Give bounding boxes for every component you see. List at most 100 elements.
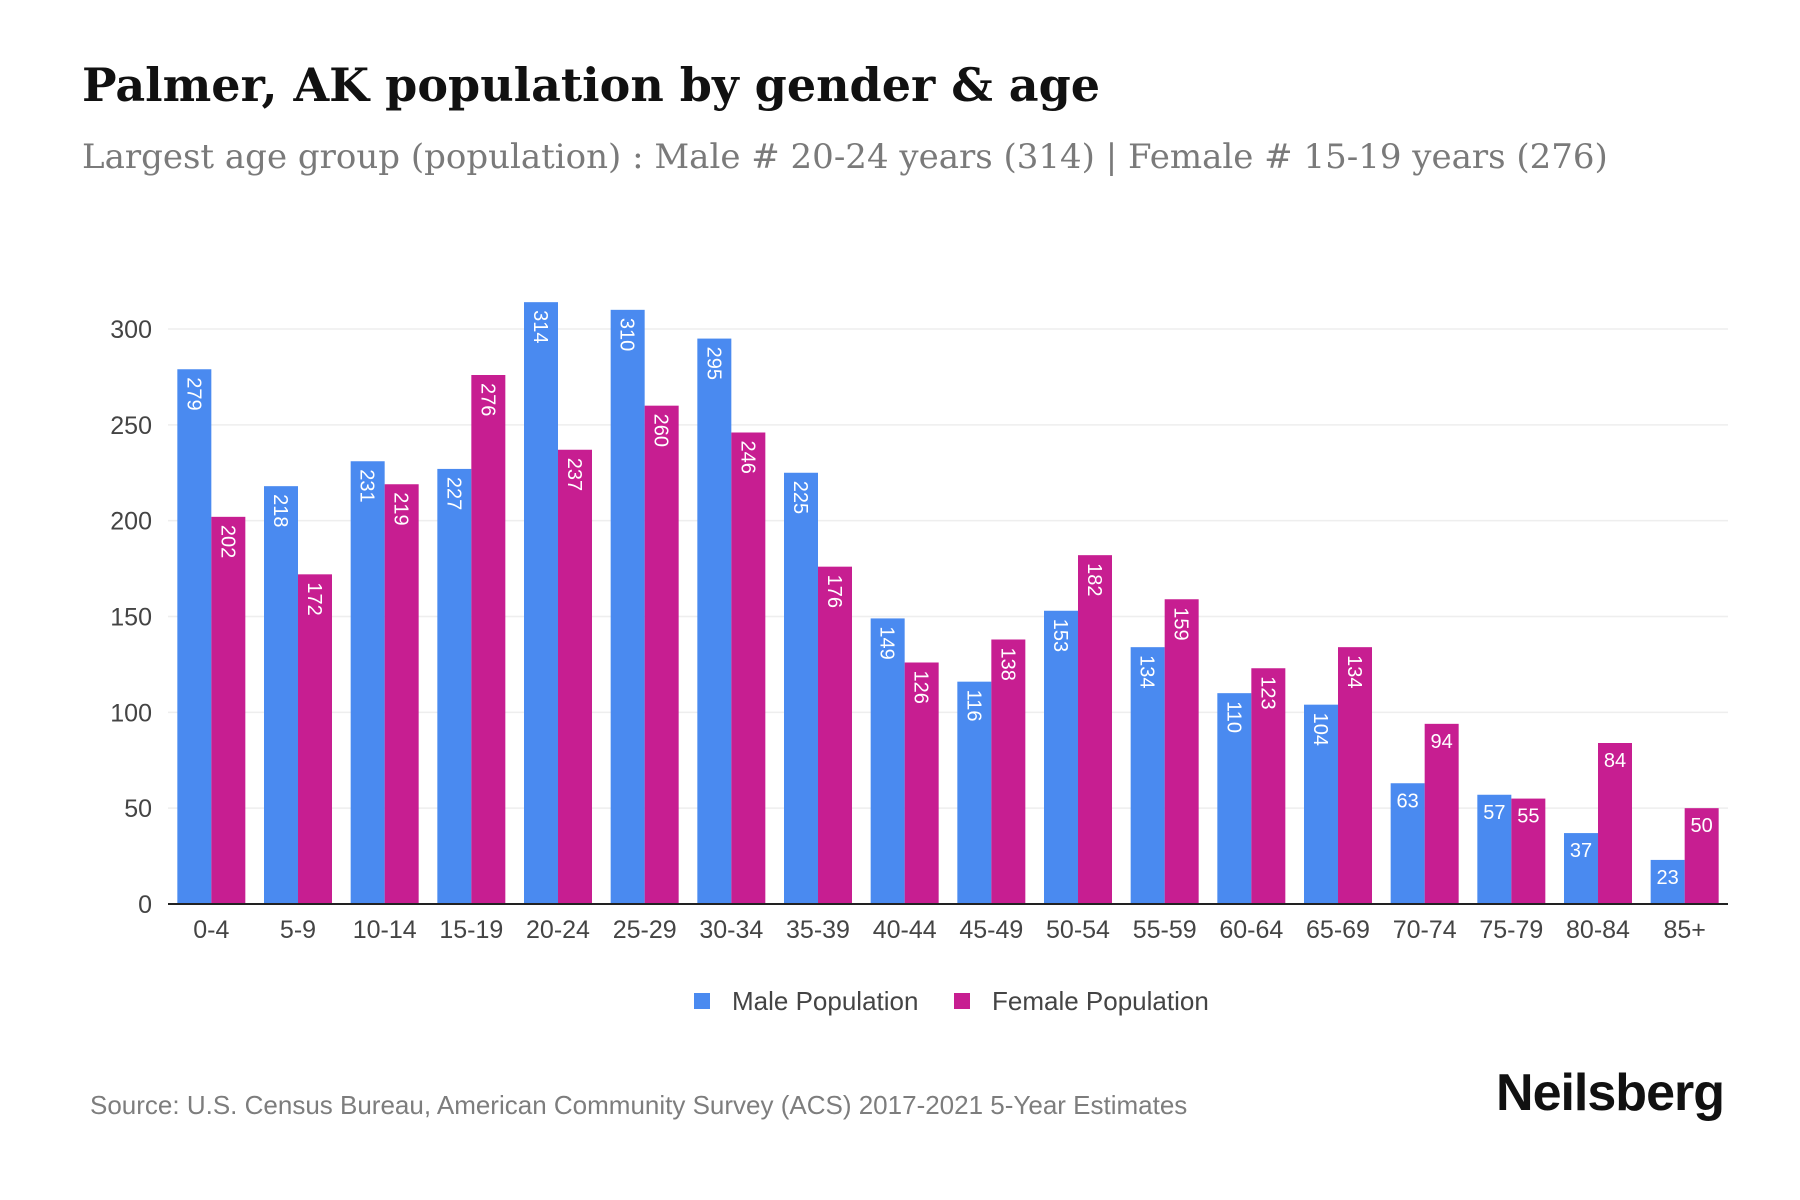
x-tick-label-25-29: 25-29 bbox=[613, 916, 677, 944]
bar-female-60-64 bbox=[1251, 668, 1286, 904]
y-tick-label-50: 50 bbox=[124, 795, 152, 823]
bar-male-15-19 bbox=[437, 468, 472, 904]
value-label-female-35-39: 176 bbox=[823, 575, 845, 608]
legend-label-female: Female Population bbox=[992, 986, 1209, 1016]
value-label-female-0-4: 202 bbox=[216, 525, 238, 558]
y-tick-label-200: 200 bbox=[110, 508, 152, 536]
bar-male-65-69 bbox=[1304, 704, 1338, 904]
y-tick-label-100: 100 bbox=[110, 699, 152, 727]
legend-label-male: Male Population bbox=[732, 986, 918, 1016]
value-label-male-70-74: 63 bbox=[1397, 790, 1419, 812]
chart-subtitle: Largest age group (population) : Male # … bbox=[82, 137, 1608, 177]
bar-male-50-54 bbox=[1044, 610, 1078, 904]
value-label-male-45-49: 116 bbox=[962, 690, 984, 722]
x-tick-label-45-49: 45-49 bbox=[959, 916, 1023, 944]
bar-male-85+ bbox=[1650, 859, 1685, 904]
bar-female-45-49 bbox=[991, 639, 1026, 904]
bar-female-5-9 bbox=[298, 574, 332, 904]
bar-female-70-74 bbox=[1424, 723, 1459, 904]
value-label-female-45-49: 138 bbox=[996, 648, 1018, 681]
value-label-male-60-64: 110 bbox=[1222, 701, 1244, 733]
x-tick-label-0-4: 0-4 bbox=[193, 916, 229, 944]
value-label-female-15-19: 276 bbox=[476, 383, 498, 416]
bar-male-45-49 bbox=[957, 681, 992, 904]
x-tick-label-75-79: 75-79 bbox=[1479, 916, 1543, 944]
y-tick-label-0: 0 bbox=[138, 891, 152, 919]
bar-male-75-79 bbox=[1477, 794, 1512, 904]
value-label-male-65-69: 104 bbox=[1309, 713, 1331, 746]
x-tick-label-35-39: 35-39 bbox=[786, 916, 850, 944]
x-tick-label-20-24: 20-24 bbox=[526, 916, 590, 944]
value-label-female-40-44: 126 bbox=[910, 671, 932, 704]
bar-male-10-14 bbox=[350, 461, 385, 904]
bar-male-70-74 bbox=[1390, 783, 1425, 904]
bar-male-60-64 bbox=[1217, 693, 1252, 904]
bar-male-25-29 bbox=[610, 309, 645, 904]
value-label-male-55-59: 134 bbox=[1136, 655, 1158, 688]
x-tick-label-5-9: 5-9 bbox=[280, 916, 316, 944]
value-label-male-80-84: 37 bbox=[1570, 840, 1592, 862]
x-tick-label-15-19: 15-19 bbox=[439, 916, 503, 944]
bar-female-65-69 bbox=[1338, 647, 1372, 904]
value-label-female-5-9: 172 bbox=[303, 582, 325, 615]
bar-male-35-39 bbox=[784, 472, 818, 904]
value-label-female-80-84: 84 bbox=[1604, 750, 1626, 772]
x-tick-label-10-14: 10-14 bbox=[353, 916, 417, 944]
source-note: Source: U.S. Census Bureau, American Com… bbox=[90, 1090, 1188, 1120]
x-tick-label-50-54: 50-54 bbox=[1046, 916, 1110, 944]
value-label-female-70-74: 94 bbox=[1431, 731, 1453, 753]
value-label-male-25-29: 310 bbox=[616, 318, 638, 351]
bar-female-55-59 bbox=[1164, 599, 1199, 904]
value-label-female-20-24: 237 bbox=[563, 458, 585, 491]
y-tick-label-150: 150 bbox=[110, 604, 152, 632]
x-tick-label-40-44: 40-44 bbox=[873, 916, 937, 944]
value-label-female-25-29: 260 bbox=[650, 414, 672, 447]
bar-female-85+ bbox=[1684, 808, 1719, 904]
bar-female-30-34 bbox=[731, 432, 766, 904]
x-tick-label-65-69: 65-69 bbox=[1306, 916, 1370, 944]
x-tick-label-80-84: 80-84 bbox=[1566, 916, 1630, 944]
population-bar-chart: 0501001502002503002792020-42181725-92312… bbox=[110, 302, 1728, 1016]
bar-male-30-34 bbox=[697, 338, 732, 904]
value-label-male-75-79: 57 bbox=[1483, 802, 1505, 824]
legend-swatch-female bbox=[954, 993, 970, 1009]
bar-female-35-39 bbox=[818, 566, 852, 904]
value-label-male-15-19: 227 bbox=[442, 477, 464, 510]
value-label-male-40-44: 149 bbox=[876, 626, 898, 659]
chart-title: Palmer, AK population by gender & age bbox=[82, 58, 1101, 112]
legend-swatch-male bbox=[694, 993, 710, 1009]
bar-male-0-4 bbox=[177, 369, 212, 904]
bar-male-80-84 bbox=[1564, 833, 1598, 904]
x-tick-label-55-59: 55-59 bbox=[1133, 916, 1197, 944]
value-label-female-75-79: 55 bbox=[1517, 806, 1539, 828]
bar-male-40-44 bbox=[870, 618, 905, 904]
value-label-male-50-54: 153 bbox=[1049, 619, 1071, 652]
x-tick-label-70-74: 70-74 bbox=[1393, 916, 1457, 944]
value-label-male-30-34: 295 bbox=[702, 347, 724, 380]
brand-logo: Neilsberg bbox=[1496, 1064, 1725, 1122]
value-label-female-30-34: 246 bbox=[736, 441, 758, 474]
value-label-male-0-4: 279 bbox=[182, 377, 204, 410]
bar-female-80-84 bbox=[1598, 743, 1632, 904]
bar-female-25-29 bbox=[644, 405, 679, 904]
bar-female-20-24 bbox=[558, 449, 592, 904]
bar-female-75-79 bbox=[1511, 798, 1546, 904]
bar-female-0-4 bbox=[211, 516, 246, 904]
value-label-female-55-59: 159 bbox=[1170, 607, 1192, 640]
value-label-female-60-64: 123 bbox=[1256, 676, 1278, 709]
value-label-male-10-14: 231 bbox=[356, 469, 378, 502]
bar-female-15-19 bbox=[471, 375, 506, 904]
value-label-male-35-39: 225 bbox=[789, 481, 811, 514]
x-tick-label-60-64: 60-64 bbox=[1219, 916, 1283, 944]
value-label-male-5-9: 218 bbox=[269, 494, 291, 527]
value-label-female-65-69: 134 bbox=[1343, 655, 1365, 688]
x-tick-label-30-34: 30-34 bbox=[699, 916, 763, 944]
bar-female-50-54 bbox=[1078, 555, 1112, 904]
value-label-female-10-14: 219 bbox=[390, 492, 412, 525]
bar-male-20-24 bbox=[524, 302, 558, 905]
value-label-female-85+: 50 bbox=[1691, 815, 1713, 837]
value-label-male-20-24: 314 bbox=[529, 310, 551, 343]
bar-male-5-9 bbox=[264, 486, 298, 904]
bar-female-10-14 bbox=[384, 484, 419, 904]
value-label-female-50-54: 182 bbox=[1083, 563, 1105, 596]
